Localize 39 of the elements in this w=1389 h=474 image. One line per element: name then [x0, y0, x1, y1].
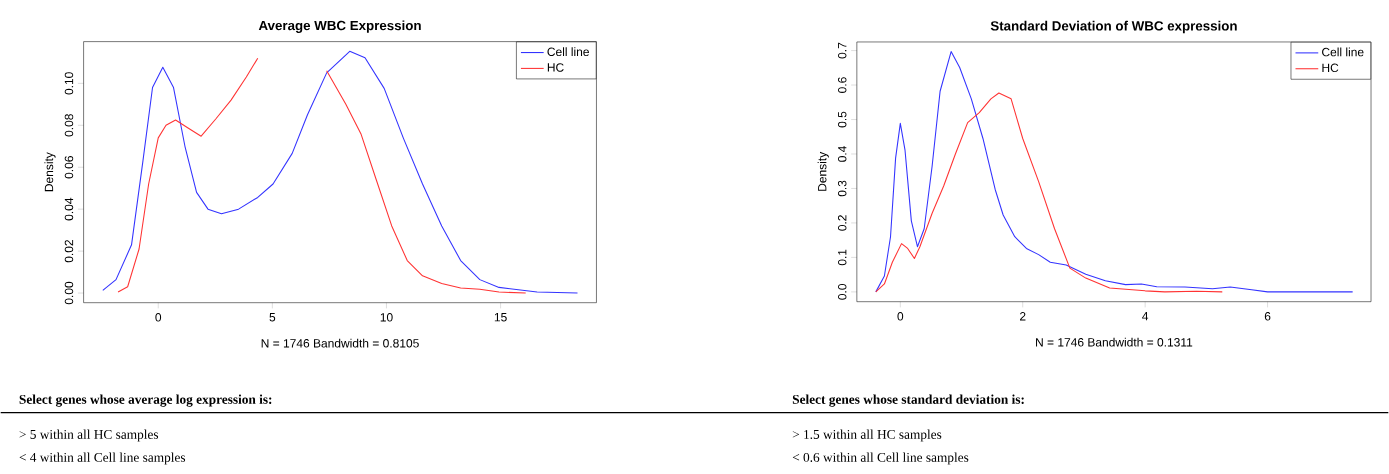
- x-tick-label: 5: [269, 313, 276, 322]
- y-tick-label: 0.10: [64, 72, 74, 95]
- y-tick-label: 0.6: [837, 77, 847, 94]
- y-axis-title: Density: [44, 152, 56, 192]
- text: < 0.6 within all Cell line samples: [792, 452, 969, 465]
- y-tick-label: 0.0: [837, 284, 847, 300]
- y-tick-label: 0.06: [64, 156, 74, 179]
- y-tick-label: 0.5: [837, 111, 847, 128]
- text: > 5 within all HC samples: [19, 429, 159, 442]
- y-tick-label: 0.04: [64, 198, 74, 221]
- text: > 1.5 within all HC samples: [792, 429, 942, 442]
- y-tick-label: 0.7: [837, 43, 847, 59]
- y-tick-label: 0.1: [837, 249, 847, 266]
- x-tick-label: 15: [494, 313, 507, 322]
- y-tick-label: 0.08: [64, 114, 74, 137]
- y-tick-label: 0.02: [64, 240, 74, 263]
- x-tick-label: 10: [380, 313, 393, 322]
- y-tick-label: 0.00: [64, 282, 74, 305]
- text: Select genes whose average log expression is:: [19, 394, 272, 407]
- x-tick-label: 6: [1264, 312, 1271, 321]
- y-tick-label: 0.3: [837, 180, 847, 197]
- x-tick-label: 4: [1142, 312, 1149, 321]
- y-tick-label: 0.2: [837, 215, 847, 232]
- legend-label: Cell line: [547, 47, 589, 57]
- x-tick-label: 0: [897, 312, 904, 321]
- y-tick-label: 0.4: [837, 146, 847, 163]
- x-axis-title: N = 1746 Bandwidth = 0.8105: [261, 338, 419, 348]
- y-axis-title: Density: [817, 152, 829, 192]
- text: Select genes whose standard deviation is:: [792, 394, 1024, 407]
- legend-label: HC: [1322, 63, 1339, 73]
- chart-title: Average WBC Expression: [258, 20, 421, 34]
- x-tick-label: 0: [155, 313, 162, 322]
- line-series: [875, 92, 1223, 293]
- x-tick-label: 2: [1020, 312, 1026, 321]
- text: < 4 within all Cell line samples: [19, 452, 186, 465]
- x-axis-title: N = 1746 Bandwidth = 0.1311: [1036, 337, 1193, 347]
- legend-label: Cell line: [1322, 47, 1364, 57]
- legend-label: HC: [547, 63, 564, 72]
- chart-title: Standard Deviation of WBC expression: [990, 21, 1237, 34]
